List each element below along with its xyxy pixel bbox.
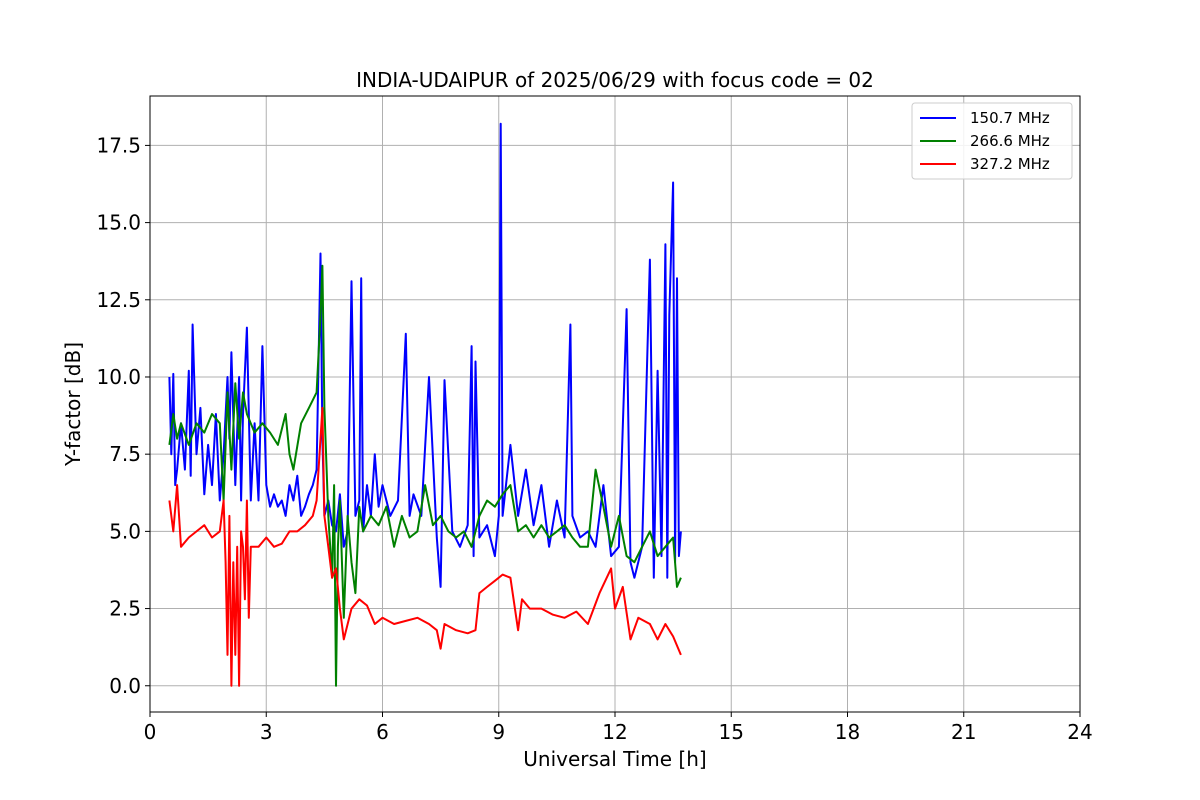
- x-tick-label: 24: [1067, 720, 1092, 744]
- x-axis-label: Universal Time [h]: [523, 747, 706, 771]
- legend-box: [911, 102, 1073, 180]
- y-tick-label: 10.0: [96, 365, 141, 389]
- y-tick-label: 0.0: [109, 674, 141, 698]
- series-layer: [168, 122, 682, 687]
- y-tick-label: 7.5: [109, 442, 141, 466]
- y-axis-label: Y-factor [dB]: [61, 342, 85, 467]
- y-tick-label: 17.5: [96, 133, 141, 157]
- x-tick-label: 3: [260, 720, 273, 744]
- x-tick-label: 12: [602, 720, 627, 744]
- series-line-2: [168, 406, 682, 687]
- y-tick-label: 2.5: [109, 597, 141, 621]
- legend-label-0: 150.7 MHz: [970, 109, 1050, 127]
- y-tick-label: 12.5: [96, 288, 141, 312]
- legend-label-1: 266.6 MHz: [970, 132, 1050, 150]
- chart-title: INDIA-UDAIPUR of 2025/06/29 with focus c…: [356, 68, 874, 92]
- legend: 150.7 MHz 266.6 MHz 327.2 MHz: [911, 102, 1073, 180]
- x-tick-label: 0: [144, 720, 157, 744]
- y-tick-label: 5.0: [109, 519, 141, 543]
- x-tick-label: 18: [835, 720, 860, 744]
- series-line-1: [168, 264, 682, 687]
- x-tick-label: 9: [492, 720, 505, 744]
- x-axis: 0 3 6 9 12 15 18 21 24: [144, 712, 1093, 744]
- x-tick-label: 6: [376, 720, 389, 744]
- series-line-0: [168, 122, 682, 588]
- legend-label-2: 327.2 MHz: [970, 155, 1050, 173]
- y-tick-label: 15.0: [96, 211, 141, 235]
- y-axis: 0.0 2.5 5.0 7.5 10.0 12.5 15.0 17.5: [96, 133, 150, 698]
- x-tick-label: 21: [951, 720, 976, 744]
- x-tick-label: 15: [719, 720, 744, 744]
